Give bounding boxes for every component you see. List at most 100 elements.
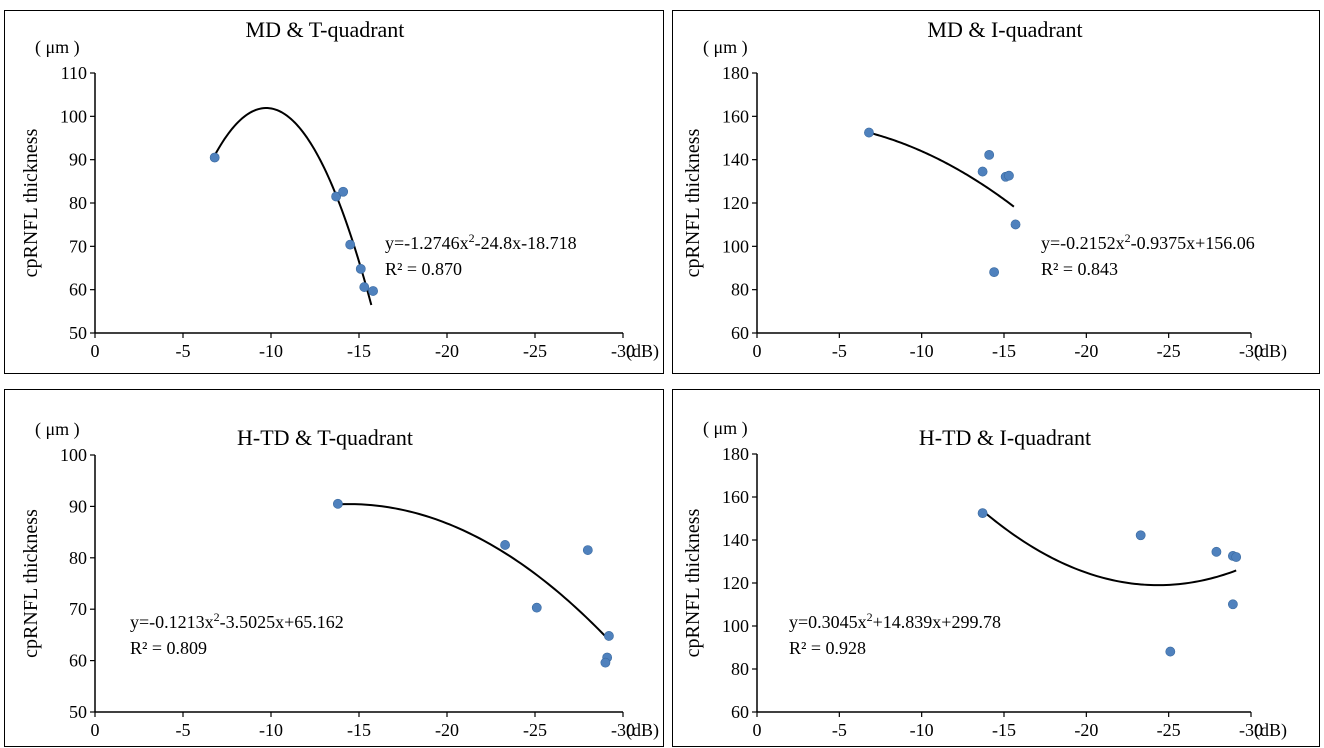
y-tick-label: 70 [69, 599, 87, 619]
y-axis-title: cpRNFL thickness [682, 128, 704, 277]
trend-equation-tail: +14.839x+299.78 [873, 612, 1001, 632]
y-tick-label: 160 [722, 487, 749, 507]
chart-title: H-TD & I-quadrant [919, 425, 1091, 450]
data-point [977, 508, 988, 519]
x-tick-label: -20 [435, 720, 459, 740]
x-tick-label: 0 [753, 720, 762, 740]
x-tick-label: -15 [992, 341, 1016, 361]
trendline [868, 131, 1015, 208]
y-tick-label: 90 [69, 150, 87, 170]
x-tick-label: 0 [753, 341, 762, 361]
data-point [1135, 530, 1146, 541]
data-point [531, 602, 542, 613]
data-point [500, 540, 510, 550]
x-tick-label: -10 [259, 720, 283, 740]
chart-svg: MD & I-quadrant ( μm ) cpRNFL thickness 60 8… [682, 17, 1287, 362]
x-tick-label: -20 [1074, 341, 1098, 361]
y-tick-label: 100 [60, 106, 87, 126]
y-tick-label: 120 [722, 193, 749, 213]
r-squared-label: R² = 0.809 [130, 638, 207, 658]
y-tick-label: 80 [731, 280, 749, 300]
y-tick-label: 60 [731, 702, 749, 722]
data-point [1227, 599, 1238, 610]
data-point [332, 498, 343, 509]
data-point [209, 152, 220, 163]
x-tick-label: -25 [523, 341, 547, 361]
x-tick-label: -15 [347, 341, 371, 361]
x-tick-label: -5 [176, 341, 191, 361]
y-tick-label: 80 [69, 548, 87, 568]
chart-svg: H-TD & I-quadrant ( μm ) cpRNFL thickness 6… [682, 418, 1287, 741]
y-tick-label: 80 [731, 659, 749, 679]
data-point [1211, 546, 1222, 557]
data-point [345, 239, 356, 250]
x-tick-label: -25 [1157, 720, 1181, 740]
trend-equation-exponent: 2 [469, 231, 475, 245]
data-point [331, 191, 342, 202]
data-point [604, 631, 614, 641]
y-tick-label: 60 [69, 280, 87, 300]
y-tick-label: 110 [61, 63, 87, 83]
r-squared-label: R² = 0.843 [1041, 259, 1118, 279]
x-tick-label: 0 [91, 341, 100, 361]
x-tick-label: -25 [1157, 341, 1181, 361]
chart-title: H-TD & T-quadrant [237, 425, 413, 450]
x-tick-label: -25 [523, 720, 547, 740]
trend-equation-tail: -24.8x-18.718 [475, 233, 577, 253]
trendline [981, 509, 1237, 587]
trend-equation: y=0.3045x2+14.839x+299.78 [789, 610, 1001, 632]
y-axis-title: cpRNFL thickness [20, 128, 42, 277]
x-tick-label: -30 [611, 341, 635, 361]
chart-svg: H-TD & T-quadrant ( μm ) cpRNFL thickness 5… [20, 419, 659, 741]
y-unit-label: ( μm ) [35, 419, 80, 440]
y-tick-label: 180 [722, 63, 749, 83]
x-tick-label: -30 [1239, 341, 1263, 361]
trend-equation-head: y=-0.1213x [130, 612, 214, 632]
x-unit-label: (dB) [626, 720, 659, 741]
trend-equation-head: y=0.3045x [789, 612, 867, 632]
data-point [1010, 219, 1021, 230]
x-tick-label: -10 [910, 720, 934, 740]
trend-equation-tail: -3.5025x+65.162 [220, 612, 344, 632]
x-tick-label: -30 [611, 720, 635, 740]
y-tick-label: 120 [722, 573, 749, 593]
trend-equation-exponent: 2 [1125, 231, 1131, 245]
r-squared-label: R² = 0.870 [385, 259, 462, 279]
chart-panel-htd-i: H-TD & I-quadrant ( μm ) cpRNFL thickness 6… [672, 389, 1320, 747]
y-tick-label: 140 [722, 530, 749, 550]
trend-equation-head: y=-0.2152x [1041, 233, 1125, 253]
trend-equation-exponent: 2 [214, 610, 220, 624]
x-tick-label: -5 [832, 341, 847, 361]
trend-equation: y=-0.2152x2-0.9375x+156.06 [1041, 231, 1255, 253]
y-unit-label: ( μm ) [35, 37, 80, 58]
r-squared-label: R² = 0.928 [789, 638, 866, 658]
chart-panel-md-t: MD & T-quadrant ( μm ) cpRNFL thickness 50 6… [4, 10, 664, 374]
data-point [338, 186, 349, 197]
y-tick-label: 50 [69, 323, 87, 343]
x-tick-label: -15 [347, 720, 371, 740]
data-point [600, 657, 611, 668]
data-point [359, 282, 370, 292]
y-tick-label: 100 [60, 445, 87, 465]
x-tick-label: -15 [992, 720, 1016, 740]
x-tick-label: 0 [91, 720, 100, 740]
data-point [355, 263, 366, 274]
x-tick-label: -5 [832, 720, 847, 740]
y-tick-label: 180 [722, 444, 749, 464]
y-tick-label: 60 [731, 323, 749, 343]
chart-title: MD & T-quadrant [246, 17, 405, 42]
chart-title: MD & I-quadrant [927, 17, 1082, 42]
data-point [977, 166, 988, 177]
y-tick-label: 90 [69, 496, 87, 516]
trendline [337, 503, 610, 641]
x-tick-label: -10 [910, 341, 934, 361]
data-point [1165, 646, 1176, 657]
data-point [989, 267, 1000, 278]
y-tick-label: 50 [69, 702, 87, 722]
data-point [984, 149, 995, 160]
y-tick-label: 160 [722, 106, 749, 126]
chart-panel-md-i: MD & I-quadrant ( μm ) cpRNFL thickness 60 8… [672, 10, 1320, 374]
trendline [213, 107, 373, 306]
data-point [1231, 552, 1242, 562]
x-unit-label: (dB) [1254, 720, 1287, 741]
